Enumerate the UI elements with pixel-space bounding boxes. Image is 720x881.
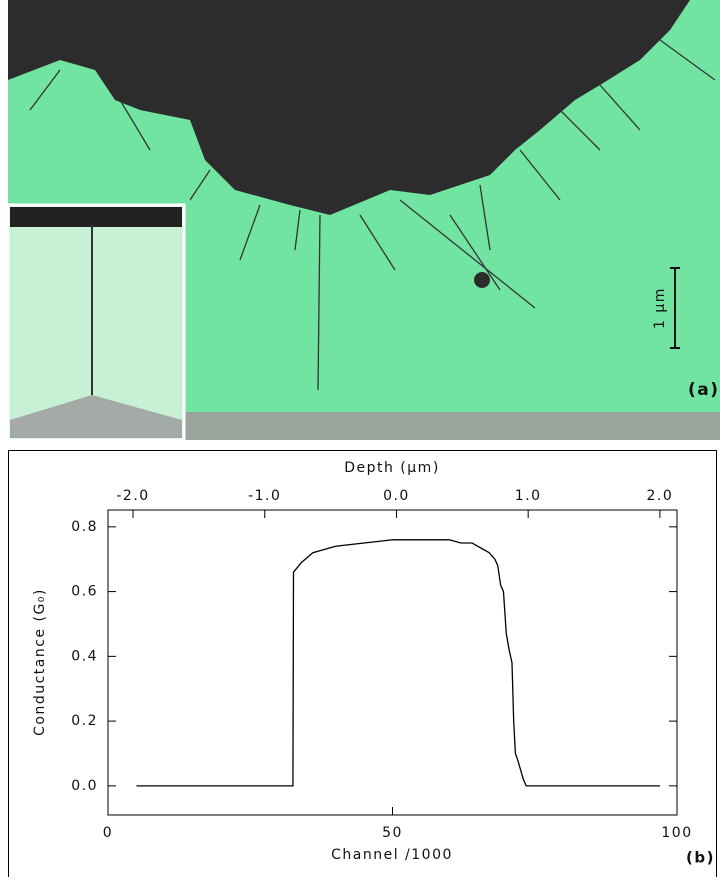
nanowires bbox=[29, 39, 716, 391]
inset-top bbox=[10, 207, 182, 227]
particle bbox=[474, 272, 490, 288]
y-tick-label: 0.2 bbox=[71, 713, 98, 729]
inset-base bbox=[10, 395, 182, 438]
y-axis-title: Conductance (G₀) bbox=[32, 588, 48, 736]
x2-tick-label: 0.0 bbox=[383, 488, 410, 504]
panel-frame bbox=[8, 450, 717, 881]
x2-axis-title: Depth (μm) bbox=[344, 460, 440, 476]
x-axis-title: Channel /1000 bbox=[331, 847, 453, 863]
y-tick-label: 0.8 bbox=[71, 519, 98, 535]
y-tick-label: 0.0 bbox=[71, 778, 98, 794]
panel-label: (b) bbox=[686, 849, 715, 867]
plot-frame bbox=[107, 509, 678, 816]
y-tick-label: 0.6 bbox=[71, 584, 98, 600]
panel-label: (a) bbox=[688, 380, 720, 400]
x-tick-label: 50 bbox=[382, 825, 403, 841]
x-tick-label: 0 bbox=[103, 825, 113, 841]
x2-tick-label: -2.0 bbox=[116, 488, 149, 504]
scale-label: 1 μm bbox=[652, 287, 668, 329]
sample-tip bbox=[8, 0, 690, 215]
y-tick-label: 0.4 bbox=[71, 648, 98, 664]
data-line bbox=[136, 539, 660, 787]
x2-tick-label: 1.0 bbox=[515, 488, 542, 504]
x-tick-label: 100 bbox=[661, 825, 692, 841]
x2-tick-label: -1.0 bbox=[248, 488, 281, 504]
x2-tick-label: 2.0 bbox=[646, 488, 673, 504]
